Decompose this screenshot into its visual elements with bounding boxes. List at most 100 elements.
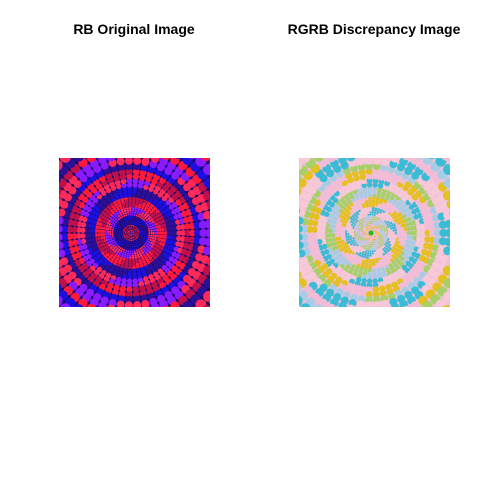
swirl-dot [134,233,137,236]
swirl-dot [380,226,383,229]
swirl-dot [184,236,191,243]
swirl-dot [145,237,148,240]
swirl-dot [347,235,350,239]
swirl-dot [145,241,148,244]
swirl-dot [104,233,108,236]
swirl-dot [365,214,368,217]
swirl-dot [124,221,127,224]
swirl-dot [371,256,375,260]
swirl-dot [365,237,368,240]
swirl-dot [151,224,154,227]
swirl-dot [353,222,356,225]
swirl-dot [128,204,132,208]
swirl-dot [354,217,357,221]
swirl-dot [110,226,113,229]
swirl-dot [306,233,313,240]
swirl-dot [366,243,369,246]
swirl-dot [127,186,133,192]
swirl-dot [135,240,138,242]
swirl-dot [182,158,193,165]
swirl-dot [144,243,147,246]
swirl-dot [128,243,131,246]
swirl-dot [315,233,322,239]
swirl-dot [124,217,127,219]
swirl-dot [123,253,127,257]
swirl-dot [94,229,99,233]
swirl-dot [433,221,441,230]
swirl-dot [128,239,131,242]
swirl-dot [131,211,134,214]
swirl-dot [364,219,367,222]
swirl-dot [368,220,371,223]
swirl-dot [434,229,442,237]
swirl-dot [381,233,384,236]
swirl-dot [362,233,365,235]
swirl-dot [109,235,112,238]
swirl-dot [365,168,373,175]
swirl-dot [374,254,377,257]
swirl-dot [382,248,385,251]
swirl-dot [142,226,145,229]
swirl-dot [172,230,178,236]
swirl-dot [156,228,160,232]
swirl-dot [113,233,116,235]
swirl-dot [369,215,372,218]
swirl-dot [374,158,381,160]
swirl-dot [128,206,132,210]
swirl-dot [124,211,127,215]
swirl-dot [429,158,436,160]
swirl-dot [362,237,364,240]
swirl-dot [59,270,62,280]
swirl-dot [60,225,69,233]
swirl-dot [144,239,147,242]
swirl-dot [379,244,382,247]
swirl-dot [132,236,135,239]
swirl-dot [375,227,378,229]
swirl-dot [422,158,433,165]
swirl-dot [75,233,82,239]
swirl-dot [367,216,370,218]
swirl-dot [299,174,302,183]
swirl-dot [122,243,125,246]
swirl-dot [358,232,361,234]
swirl-dot [345,227,348,231]
swirl-dot [127,245,130,248]
swirl-dot [371,258,375,262]
swirl-dot [144,246,147,249]
swirl-dot [149,227,153,230]
swirl-dot [420,230,427,236]
swirl-dot [366,236,369,239]
swirl-dot [114,236,117,239]
rb-original-image [59,158,210,307]
swirl-dot [59,208,60,214]
swirl-dot [126,252,130,255]
swirl-dot [355,240,358,242]
swirl-dot [131,250,134,253]
swirl-dot [111,230,114,233]
swirl-dot [117,245,120,248]
swirl-dot [373,240,376,243]
swirl-dot [59,174,62,183]
swirl-dot [116,236,119,239]
swirl-dot [446,199,450,209]
swirl-dot [109,230,112,233]
swirl-dot [373,252,377,255]
swirl-dot [364,236,366,239]
swirl-dot [132,278,138,284]
swirl-dot [147,236,150,239]
swirl-dot [161,227,165,232]
swirl-dot [356,234,359,237]
swirl-dot [367,268,372,273]
swirl-dot [376,253,380,256]
swirl-dot [150,158,160,163]
swirl-dot [113,243,116,247]
swirl-center [128,230,134,236]
swirl-dot [372,186,378,192]
swirl-dot [141,240,143,243]
swirl-dot [371,215,374,218]
swirl-dot [114,227,117,230]
swirl-dot [356,233,358,235]
swirl-dot [145,235,148,238]
swirl-dot [139,216,142,219]
swirl-dot [116,216,119,219]
